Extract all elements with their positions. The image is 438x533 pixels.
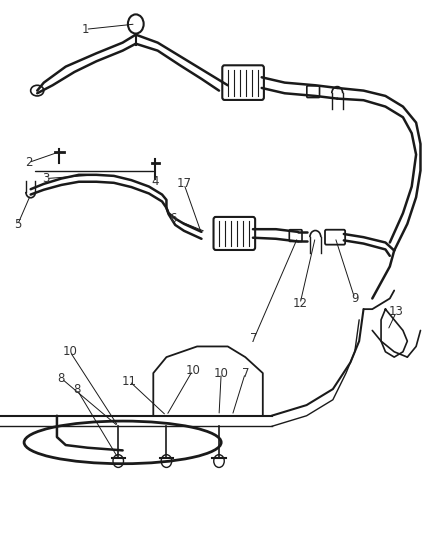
Text: 10: 10 — [185, 364, 200, 377]
Text: 2: 2 — [25, 156, 32, 169]
Text: 7: 7 — [241, 367, 249, 379]
Text: 7: 7 — [250, 332, 258, 345]
Text: 17: 17 — [177, 177, 191, 190]
Text: 13: 13 — [389, 305, 404, 318]
Text: 8: 8 — [73, 383, 80, 395]
Text: 6: 6 — [169, 212, 177, 225]
Text: 9: 9 — [351, 292, 359, 305]
Text: 8: 8 — [58, 372, 65, 385]
Text: 3: 3 — [42, 172, 49, 185]
Text: 11: 11 — [122, 375, 137, 387]
Text: 4: 4 — [152, 175, 159, 188]
Text: 1: 1 — [81, 23, 89, 36]
Text: 12: 12 — [293, 297, 307, 310]
Text: 5: 5 — [14, 219, 21, 231]
Text: 10: 10 — [214, 367, 229, 379]
Text: 10: 10 — [63, 345, 78, 358]
